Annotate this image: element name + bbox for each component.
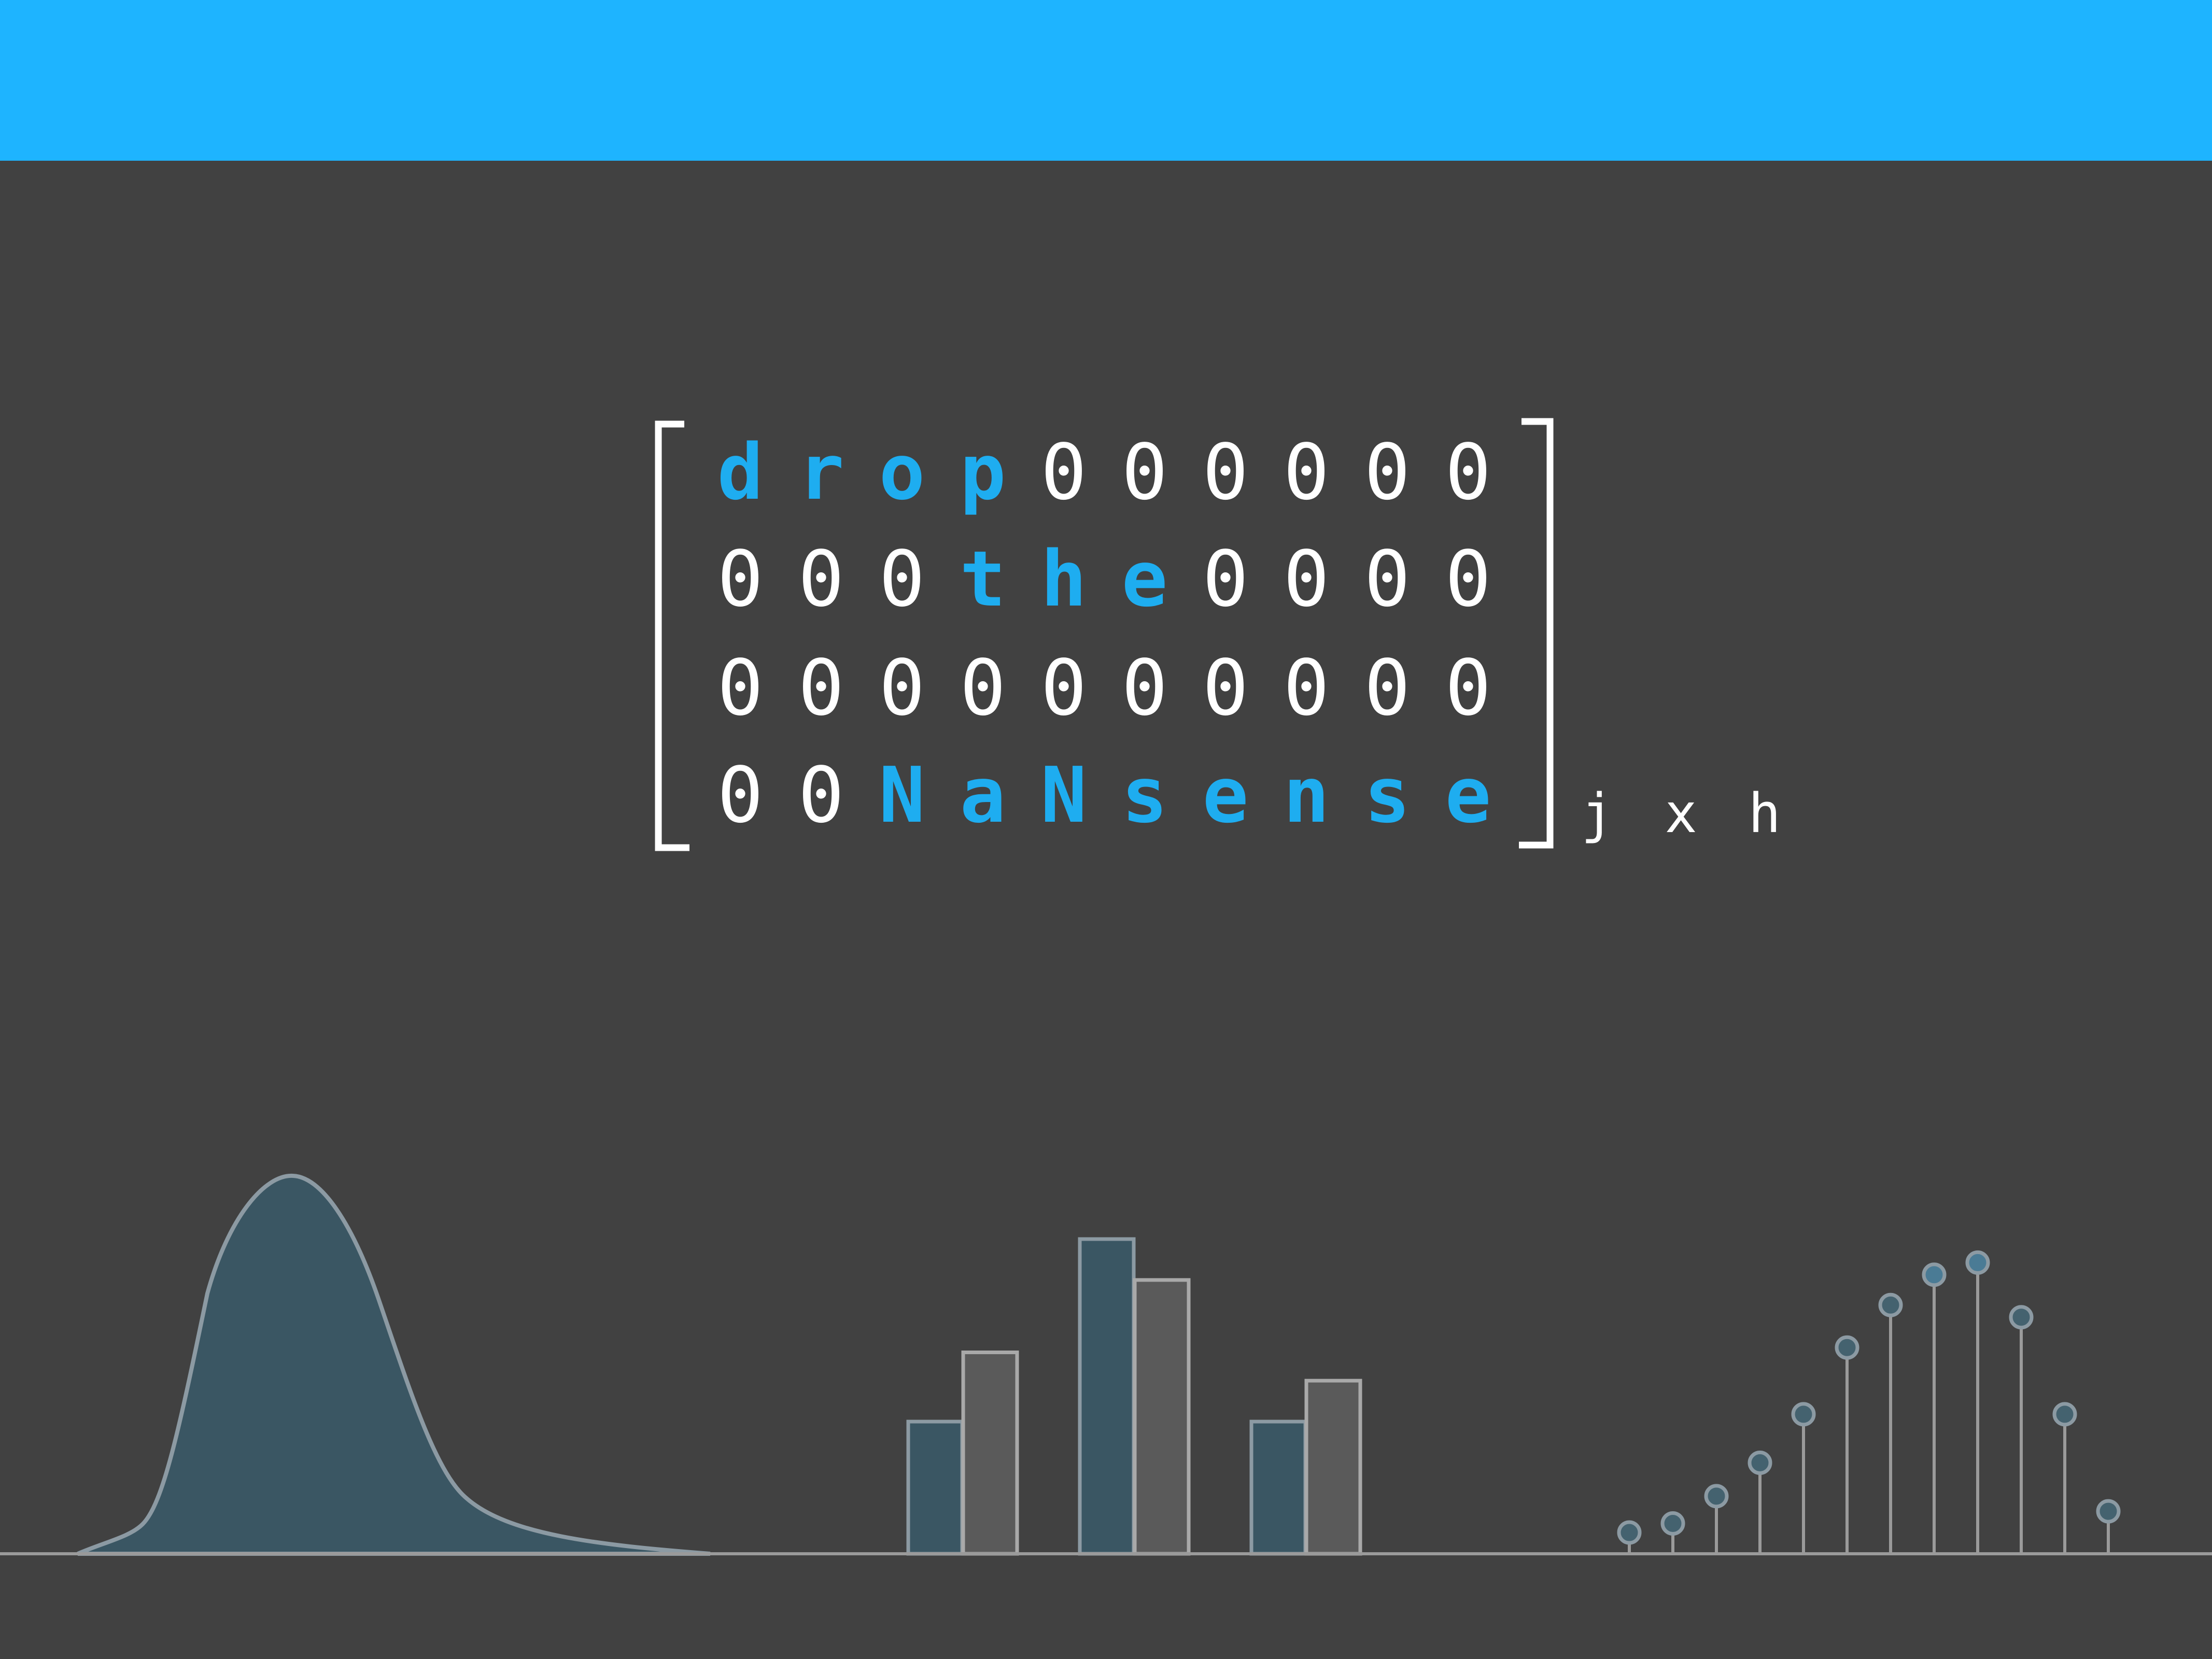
matrix-cell: 0 (1283, 428, 1329, 517)
matrix-cell: r (798, 428, 844, 517)
matrix-cell: 0 (960, 643, 1006, 733)
stem-marker (2096, 1499, 2121, 1524)
stem-marker (1704, 1484, 1729, 1509)
matrix-cell: 0 (1445, 643, 1491, 733)
stem-marker (2052, 1402, 2077, 1427)
stem-marker (1922, 1262, 1947, 1287)
stem-marker (1660, 1511, 1685, 1536)
matrix-cell: 0 (879, 535, 925, 624)
matrix-cell: e (1445, 751, 1491, 840)
matrix-cell: N (879, 751, 925, 840)
bar-chart-decoration (906, 1237, 1362, 1556)
matrix-cell: d (717, 428, 763, 517)
matrix-cell: 0 (1364, 428, 1410, 517)
matrix-cell: 0 (1364, 643, 1410, 733)
matrix-cell: 0 (1202, 428, 1248, 517)
stem-marker (1835, 1335, 1859, 1360)
stem-marker (2009, 1305, 2034, 1330)
matrix-cell: a (960, 751, 1006, 840)
matrix-cell: e (1202, 751, 1248, 840)
bar-grey (961, 1351, 1019, 1556)
matrix-cell: 0 (1283, 535, 1329, 624)
bar-teal (906, 1419, 964, 1556)
matrix-cell: 0 (1364, 535, 1410, 624)
matrix-cell: 0 (798, 643, 844, 733)
right-bracket (1519, 418, 1554, 849)
matrix-cell: n (1283, 751, 1329, 840)
matrix-cell: h (1040, 535, 1087, 624)
stem-marker (1878, 1292, 1903, 1317)
stem-marker (1617, 1520, 1642, 1545)
bar-teal (1249, 1419, 1307, 1556)
matrix-cell: s (1364, 751, 1410, 840)
matrix-cell: t (960, 535, 1006, 624)
matrix-cell: o (879, 428, 925, 517)
matrix-cell: 0 (879, 643, 925, 733)
matrix-cell: e (1121, 535, 1167, 624)
matrix-cell: 0 (1121, 428, 1167, 517)
matrix-cell: s (1121, 751, 1167, 840)
matrix-cell: 0 (798, 751, 844, 840)
stem-marker (1791, 1402, 1816, 1427)
stem-marker (1965, 1250, 1990, 1275)
matrix-cell: 0 (717, 643, 763, 733)
matrix-cell: 0 (1202, 643, 1248, 733)
matrix-cell: 0 (1121, 643, 1167, 733)
matrix-cell: 0 (1283, 643, 1329, 733)
matrix-cell: p (960, 428, 1006, 517)
matrix-cell: 0 (1040, 428, 1087, 517)
matrix-cell: N (1040, 751, 1087, 840)
matrix-cell: 0 (798, 535, 844, 624)
stem-plot-decoration (1617, 1250, 2121, 1554)
stem-marker (1748, 1451, 1772, 1475)
matrix-dimension-label: j x h (1581, 782, 1790, 845)
header-bar (0, 0, 2212, 161)
matrix-cell: 0 (1040, 643, 1087, 733)
left-bracket (655, 420, 689, 851)
matrix-cell: 0 (1445, 428, 1491, 517)
bar-grey (1133, 1278, 1191, 1556)
density-curve (77, 1173, 711, 1556)
matrix-cell: 0 (717, 751, 763, 840)
matrix-cell: 0 (717, 535, 763, 624)
bar-grey (1304, 1379, 1362, 1556)
matrix-cell: 0 (1445, 535, 1491, 624)
bar-teal (1078, 1237, 1136, 1556)
matrix-cell: 0 (1202, 535, 1248, 624)
